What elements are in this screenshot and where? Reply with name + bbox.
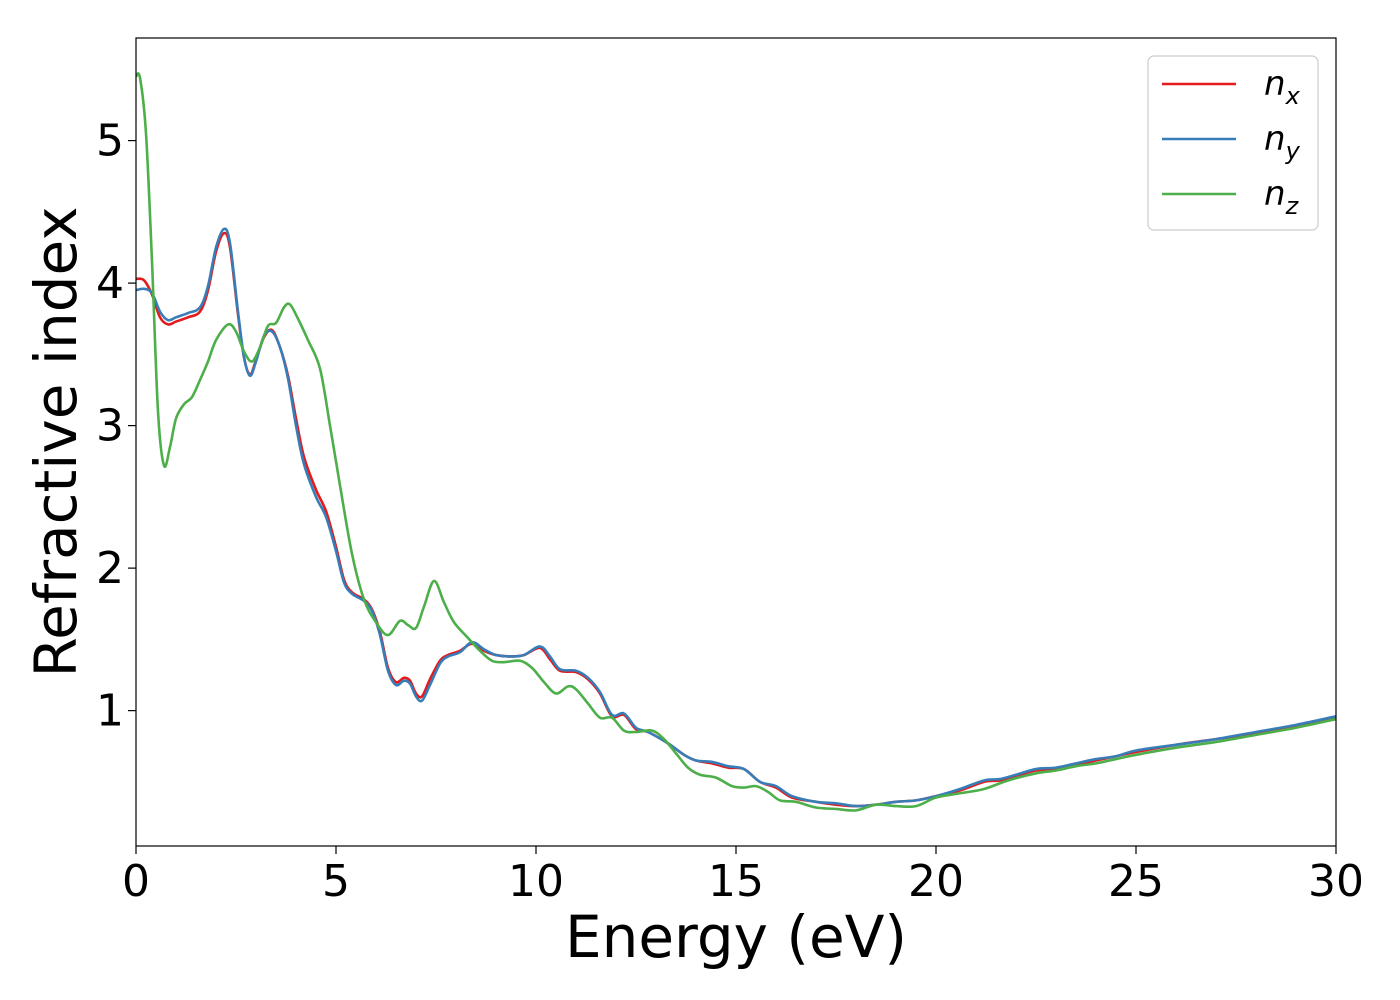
x-tick-label: 30: [1308, 856, 1364, 907]
series-group: [136, 72, 1336, 812]
legend-label-nz: nz: [1264, 174, 1300, 220]
y-tick-label: 3: [96, 401, 124, 452]
x-tick-label: 25: [1108, 856, 1164, 907]
y-axis-label: Refractive index: [22, 206, 90, 677]
y-ticks: 1 2 3 4 5: [96, 116, 136, 737]
legend-box: [1147, 55, 1319, 231]
y-tick-label: 4: [96, 258, 124, 309]
x-tick-label: 0: [122, 856, 150, 907]
y-tick-label: 1: [96, 686, 124, 737]
series-line-nx: [136, 231, 1336, 808]
series-line-ny: [136, 227, 1336, 808]
series-line-nz: [136, 72, 1336, 812]
y-tick-label: 2: [96, 543, 124, 594]
legend: nx ny nz: [1147, 55, 1319, 231]
x-axis-label: Energy (eV): [565, 903, 907, 971]
x-tick-label: 20: [908, 856, 964, 907]
y-tick-label: 5: [96, 116, 124, 167]
x-tick-label: 5: [322, 856, 350, 907]
legend-label-nx: nx: [1264, 64, 1301, 110]
x-tick-label: 15: [708, 856, 764, 907]
x-ticks: 0 5 10 15 20 25 30: [122, 846, 1364, 907]
x-tick-label: 10: [508, 856, 564, 907]
legend-label-ny: ny: [1264, 119, 1301, 165]
